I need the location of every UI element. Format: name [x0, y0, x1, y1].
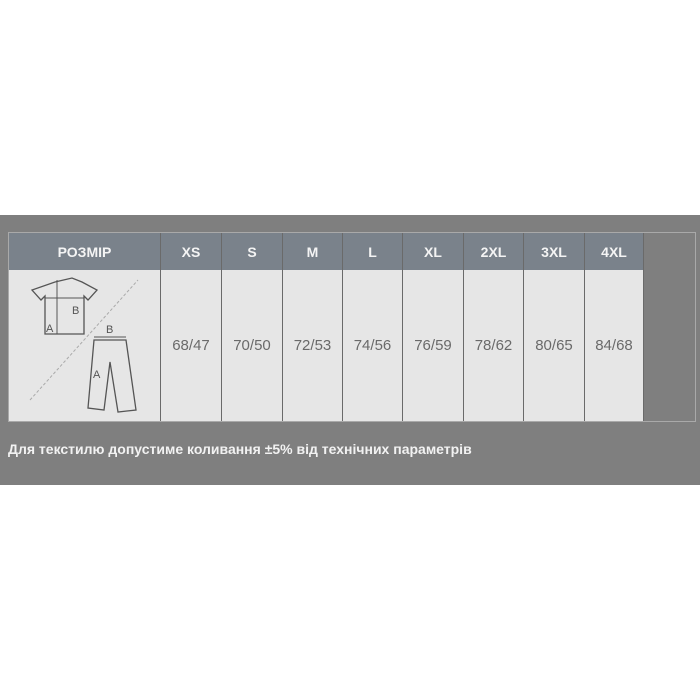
size-header: 3XL: [524, 233, 584, 270]
shirt-label-a: A: [46, 323, 54, 335]
tolerance-note: Для текстилю допустиме коливання ±5% від…: [8, 441, 472, 457]
size-column-s: S 70/50: [222, 233, 283, 421]
size-header: XL: [403, 233, 463, 270]
size-column-3xl: 3XL 80/65: [524, 233, 585, 421]
size-header: 2XL: [464, 233, 523, 270]
garment-diagram: A B B A: [9, 270, 160, 421]
header-size: РОЗМІР: [9, 233, 160, 270]
pants-label-a: A: [93, 369, 101, 381]
size-value: 74/56: [343, 270, 402, 421]
size-value: 68/47: [161, 270, 221, 421]
size-value: 70/50: [222, 270, 282, 421]
shirt-label-b: B: [72, 305, 79, 317]
size-column-2xl: 2XL 78/62: [464, 233, 524, 421]
empty-column: [644, 233, 695, 421]
size-label-column: РОЗМІР A B B A: [9, 233, 161, 421]
size-column-xl: XL 76/59: [403, 233, 464, 421]
size-header: M: [283, 233, 342, 270]
size-value: 78/62: [464, 270, 523, 421]
size-value: 72/53: [283, 270, 342, 421]
shirt-pants-diagram-icon: A B B A: [29, 277, 138, 413]
size-value: 76/59: [403, 270, 463, 421]
size-table: РОЗМІР A B B A XS 68/47 S 70/50 M 72/53 L 74/56…: [8, 232, 696, 422]
size-value: 80/65: [524, 270, 584, 421]
size-header: S: [222, 233, 282, 270]
size-column-m: M 72/53: [283, 233, 343, 421]
size-header: L: [343, 233, 402, 270]
size-column-l: L 74/56: [343, 233, 403, 421]
size-header: 4XL: [585, 233, 643, 270]
size-column-4xl: 4XL 84/68: [585, 233, 644, 421]
size-header: XS: [161, 233, 221, 270]
pants-label-b: B: [106, 324, 113, 336]
size-column-xs: XS 68/47: [161, 233, 222, 421]
size-value: 84/68: [585, 270, 643, 421]
